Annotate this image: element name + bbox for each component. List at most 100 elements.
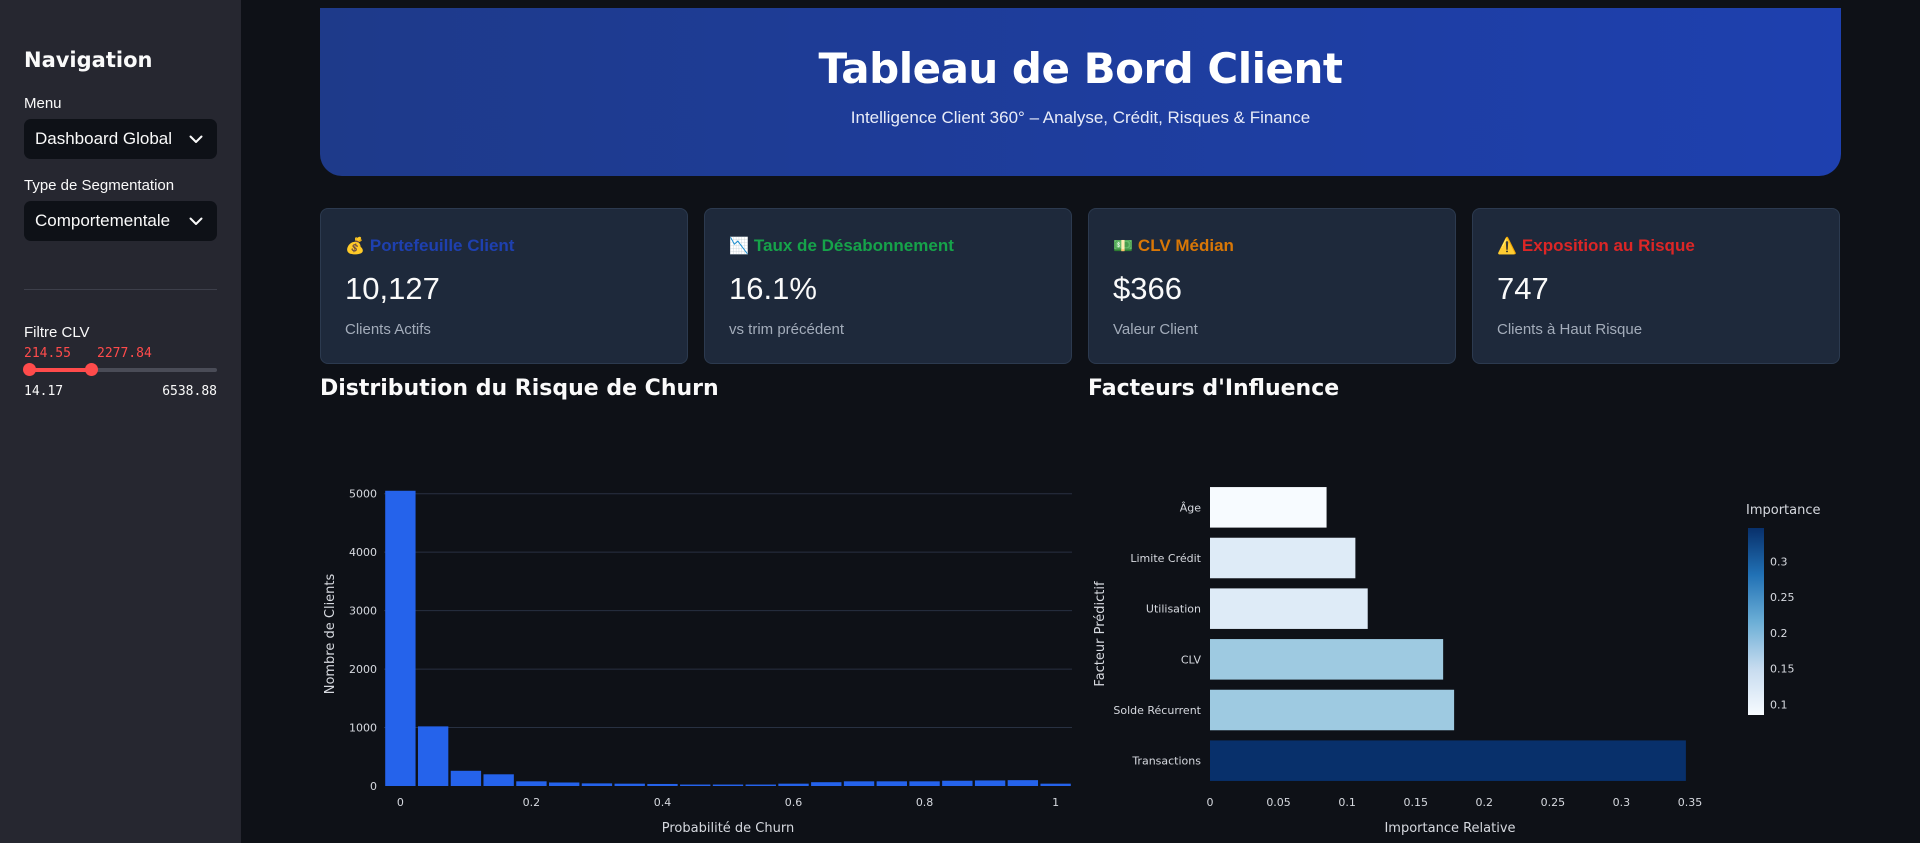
histogram-bar <box>712 784 744 786</box>
x-tick-label: 0.1 <box>1338 796 1356 809</box>
slider-low-handle[interactable] <box>23 363 36 376</box>
segmentation-select[interactable]: Comportementale <box>24 201 217 241</box>
y-tick-label: Limite Crédit <box>1130 552 1201 565</box>
kpi-card-risk: ⚠️ Exposition au Risque 747 Clients à Ha… <box>1472 208 1840 364</box>
money-bag-icon: 💰 <box>345 238 365 255</box>
segmentation-select-value: Comportementale <box>35 211 171 230</box>
histogram-bar <box>876 781 907 786</box>
page-title: Tableau de Bord Client <box>818 44 1343 93</box>
histogram-bar <box>647 783 678 786</box>
colorbar-tick-label: 0.15 <box>1770 663 1795 676</box>
x-tick-label: 0 <box>1207 796 1214 809</box>
x-tick-label: 0.35 <box>1678 796 1703 809</box>
x-tick-label: 0.3 <box>1613 796 1631 809</box>
x-tick-label: 0.6 <box>785 796 803 809</box>
slider-low-value: 214.55 <box>24 346 71 361</box>
kpi-title-text: Exposition au Risque <box>1521 236 1695 255</box>
kpi-card-churn: 📉 Taux de Désabonnement 16.1% vs trim pr… <box>704 208 1072 364</box>
segmentation-label: Type de Segmentation <box>24 177 175 194</box>
histogram-bar <box>811 782 842 786</box>
x-tick-label: 0.2 <box>1476 796 1494 809</box>
y-tick-label: 4000 <box>349 546 377 559</box>
x-tick-label: 0.8 <box>916 796 934 809</box>
x-axis-label: Probabilité de Churn <box>662 821 794 836</box>
x-tick-label: 0.15 <box>1403 796 1428 809</box>
churn-histogram: 0 1000 2000 3000 4000 5000 0 0.2 0.4 0.6 0.8 1 Proba… <box>323 488 1072 836</box>
factor-bar <box>1210 639 1444 680</box>
chevron-down-icon <box>187 130 205 148</box>
kpi-value: $366 <box>1113 271 1182 306</box>
kpi-value: 747 <box>1497 271 1549 306</box>
slider-high-value: 2277.84 <box>97 346 152 361</box>
factor-bar <box>1210 588 1368 629</box>
factor-bar <box>1210 689 1455 731</box>
histogram-bar <box>614 783 645 786</box>
menu-select[interactable]: Dashboard Global <box>24 119 217 159</box>
histogram-bar <box>745 784 776 786</box>
y-tick-label: 1000 <box>349 722 377 735</box>
sidebar: Navigation Menu Dashboard Global Type de… <box>0 0 241 843</box>
factors-section-title: Facteurs d'Influence <box>1088 376 1340 401</box>
chart-down-icon: 📉 <box>729 238 749 255</box>
kpi-title: 📉 Taux de Désabonnement <box>729 236 954 256</box>
churn-section-title: Distribution du Risque de Churn <box>320 376 719 401</box>
histogram-bar <box>483 774 514 786</box>
header-banner: Tableau de Bord Client Intelligence Clie… <box>320 8 1841 176</box>
y-tick-label: CLV <box>1181 653 1202 666</box>
histogram-bar <box>516 781 547 786</box>
kpi-subtitle: Valeur Client <box>1113 321 1198 338</box>
kpi-title: ⚠️ Exposition au Risque <box>1497 236 1695 256</box>
factor-bar <box>1210 740 1686 781</box>
colorbar-tick-label: 0.25 <box>1770 591 1795 604</box>
y-tick-label: 3000 <box>349 605 377 618</box>
x-tick-label: 0.2 <box>523 796 541 809</box>
x-tick-label: 1 <box>1052 796 1059 809</box>
colorbar <box>1748 528 1764 715</box>
chevron-down-icon <box>187 212 205 230</box>
colorbar-tick-label: 0.3 <box>1770 556 1788 569</box>
kpi-title-text: CLV Médian <box>1137 236 1234 255</box>
factor-bar <box>1210 537 1356 579</box>
histogram-bar <box>417 726 449 786</box>
slider-high-handle[interactable] <box>85 363 98 376</box>
menu-select-value: Dashboard Global <box>35 129 173 148</box>
sidebar-divider <box>24 289 217 290</box>
slider-range-fill <box>29 368 91 372</box>
y-tick-label: 5000 <box>349 488 377 501</box>
y-tick-label: 2000 <box>349 663 377 676</box>
y-tick-label: 0 <box>370 780 377 793</box>
histogram-bar <box>843 781 875 786</box>
y-axis-label: Nombre de Clients <box>323 573 338 694</box>
histogram-bar <box>549 782 580 786</box>
slider-max: 6538.88 <box>162 384 217 399</box>
colorbar-tick-label: 0.2 <box>1770 627 1788 640</box>
kpi-value: 10,127 <box>345 271 440 306</box>
histogram-bar <box>974 780 1006 786</box>
histogram-bar <box>1040 783 1071 786</box>
histogram-bar <box>385 490 416 786</box>
kpi-card-portfolio: 💰 Portefeuille Client 10,127 Clients Act… <box>320 208 688 364</box>
sidebar-title: Navigation <box>24 48 153 72</box>
histogram-bar <box>581 783 613 786</box>
x-tick-label: 0 <box>397 796 404 809</box>
colorbar-title: Importance <box>1746 503 1821 518</box>
dollar-banknote-icon: 💵 <box>1113 238 1133 255</box>
kpi-card-clv: 💵 CLV Médian $366 Valeur Client <box>1088 208 1456 364</box>
x-tick-label: 0.4 <box>654 796 672 809</box>
histogram-bar <box>909 781 940 786</box>
y-tick-label: Transactions <box>1131 755 1201 768</box>
kpi-subtitle: Clients Actifs <box>345 321 431 338</box>
y-tick-label: Âge <box>1180 501 1202 514</box>
kpi-subtitle: vs trim précédent <box>729 321 845 338</box>
y-tick-label: Solde Récurrent <box>1113 704 1201 717</box>
x-tick-label: 0.05 <box>1266 796 1291 809</box>
colorbar-tick-label: 0.1 <box>1770 698 1788 711</box>
y-axis-label: Facteur Prédictif <box>1093 581 1108 687</box>
warning-icon: ⚠️ <box>1497 238 1517 255</box>
slider-track[interactable] <box>29 368 217 372</box>
kpi-title-text: Portefeuille Client <box>369 236 515 255</box>
factor-importance-chart: Âge Limite Crédit Utilisation CLV Solde Récu… <box>1093 487 1821 836</box>
page-subtitle: Intelligence Client 360° – Analyse, Créd… <box>850 108 1311 127</box>
kpi-title: 💵 CLV Médian <box>1113 236 1234 256</box>
x-tick-label: 0.25 <box>1541 796 1566 809</box>
